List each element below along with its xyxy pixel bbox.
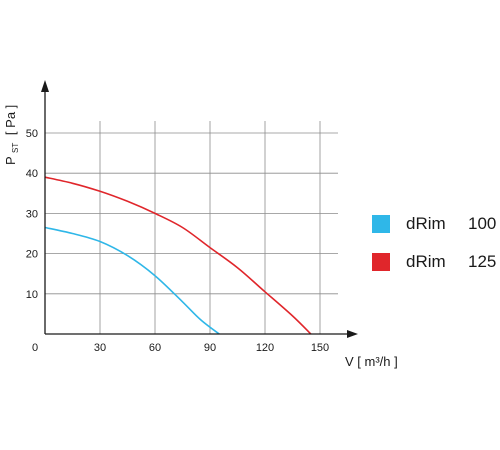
legend-swatch-dRim-100 — [372, 215, 390, 233]
y-tick-label: 20 — [26, 249, 38, 261]
x-tick-label: 90 — [204, 342, 216, 354]
x-tick-label: 30 — [94, 342, 106, 354]
legend-label: dRim — [406, 214, 446, 233]
legend-label: dRim — [406, 252, 446, 271]
legend-size-label: 125 — [468, 252, 497, 271]
series-line-dRim-125 — [44, 176, 312, 335]
legend: dRim 100 dRim 125 — [372, 205, 496, 281]
x-axis-title: V [ m³/h ] — [345, 354, 398, 369]
data-curves — [44, 176, 312, 335]
y-axis-title: P ST [ Pa ] — [3, 105, 21, 165]
y-tick-labels: 10 20 30 40 50 — [26, 128, 38, 301]
y-axis-title-sub: ST — [11, 143, 20, 153]
series-line-dRim-100 — [44, 226, 220, 335]
y-tick-label: 40 — [26, 168, 38, 180]
x-axis-arrow-icon — [347, 330, 358, 338]
legend-size-label: 100 — [468, 214, 497, 233]
axes — [41, 80, 358, 338]
legend-item-dRim-100: dRim 100 — [372, 205, 496, 243]
grid-lines — [45, 120, 338, 334]
y-tick-label: 30 — [26, 208, 38, 220]
y-axis-arrow-icon — [41, 80, 49, 92]
y-tick-label: 10 — [26, 289, 38, 301]
x-tick-label: 60 — [149, 342, 161, 354]
y-tick-label: 50 — [26, 128, 38, 140]
x-tick-labels: 0 30 60 90 120 150 — [32, 342, 329, 354]
y-axis-title-unit: [ Pa ] — [3, 105, 18, 135]
legend-swatch-dRim-125 — [372, 253, 390, 271]
y-axis-title-main: P — [3, 157, 18, 165]
x-tick-label: 120 — [256, 342, 274, 354]
legend-item-dRim-125: dRim 125 — [372, 243, 496, 281]
x-tick-label: 0 — [32, 342, 38, 354]
x-tick-label: 150 — [311, 342, 329, 354]
